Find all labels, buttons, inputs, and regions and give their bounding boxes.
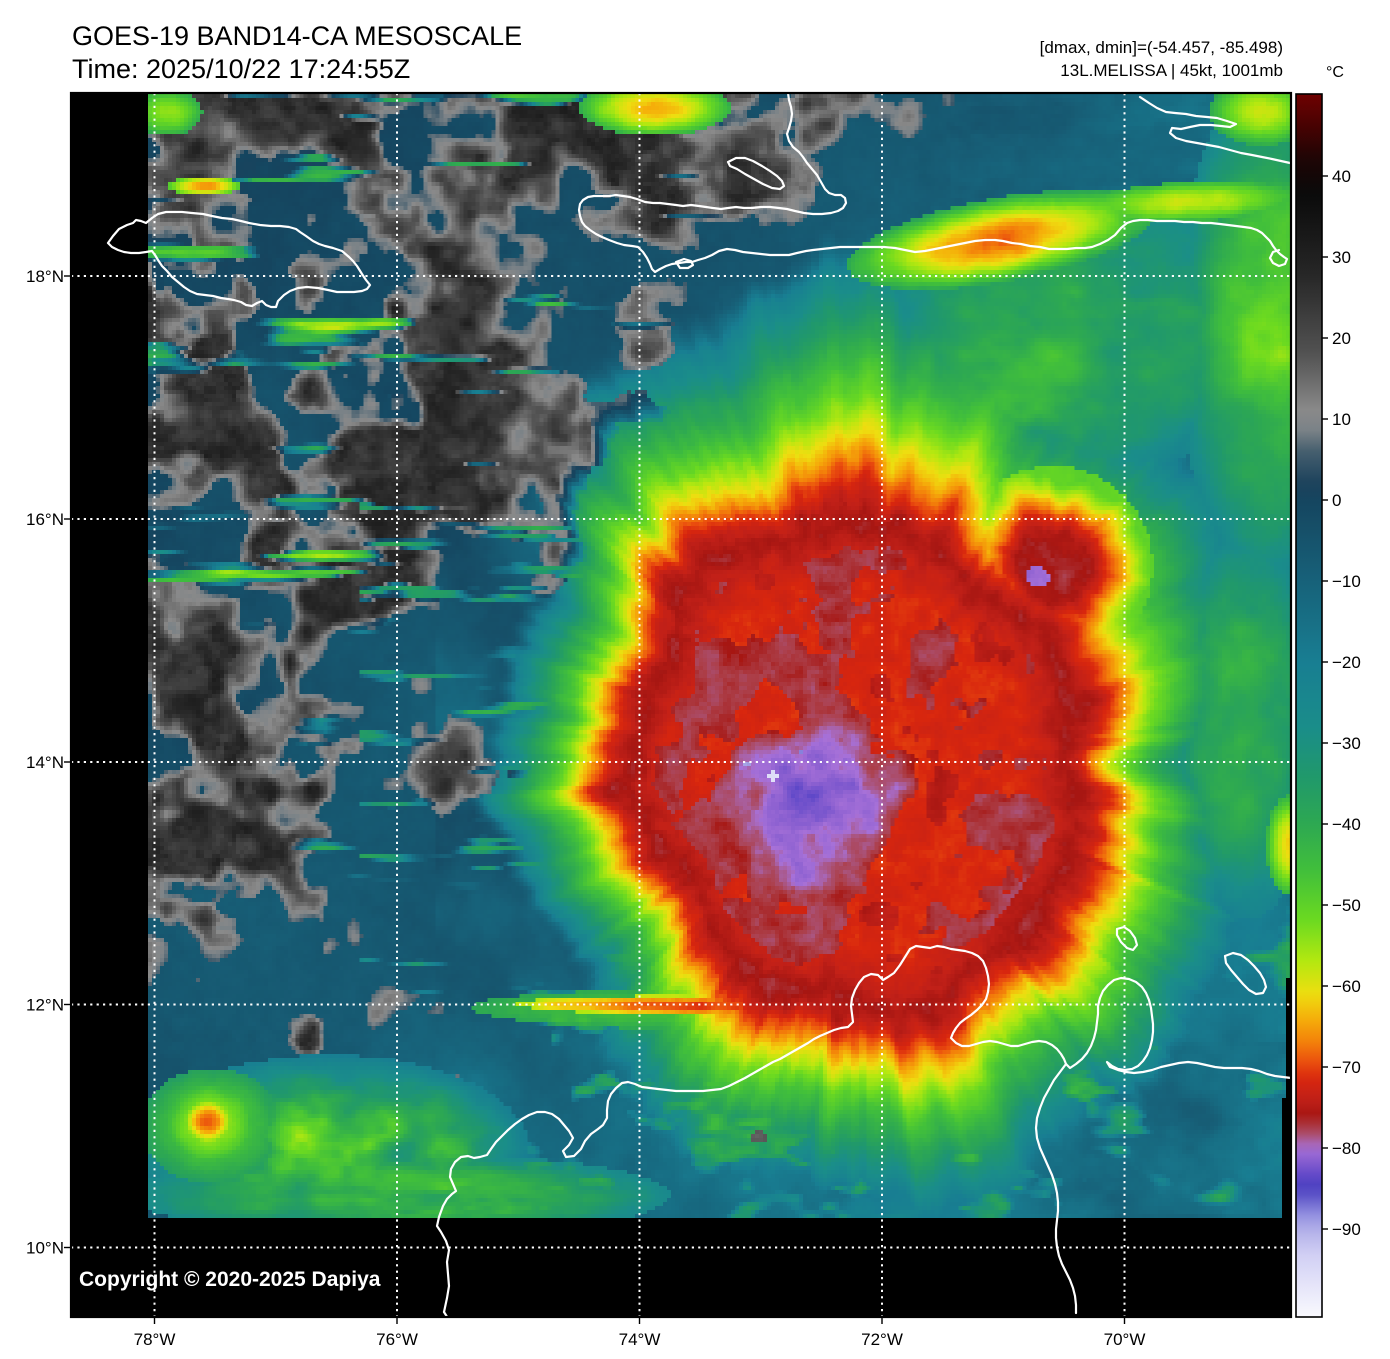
- svg-text:−70: −70: [1332, 1058, 1361, 1077]
- svg-text:−60: −60: [1332, 977, 1361, 996]
- svg-text:−10: −10: [1332, 572, 1361, 591]
- svg-text:14°N: 14°N: [26, 753, 64, 772]
- svg-text:12°N: 12°N: [26, 996, 64, 1015]
- svg-text:18°N: 18°N: [26, 267, 64, 286]
- svg-text:72°W: 72°W: [861, 1330, 903, 1349]
- svg-text:74°W: 74°W: [619, 1330, 661, 1349]
- svg-text:−90: −90: [1332, 1220, 1361, 1239]
- svg-text:40: 40: [1332, 167, 1351, 186]
- svg-text:−80: −80: [1332, 1139, 1361, 1158]
- svg-text:0: 0: [1332, 491, 1341, 510]
- svg-text:78°W: 78°W: [134, 1330, 176, 1349]
- svg-text:10: 10: [1332, 410, 1351, 429]
- svg-text:70°W: 70°W: [1104, 1330, 1146, 1349]
- svg-text:30: 30: [1332, 248, 1351, 267]
- svg-text:−40: −40: [1332, 815, 1361, 834]
- svg-text:16°N: 16°N: [26, 510, 64, 529]
- svg-text:76°W: 76°W: [376, 1330, 418, 1349]
- svg-text:20: 20: [1332, 329, 1351, 348]
- svg-text:−20: −20: [1332, 653, 1361, 672]
- svg-text:10°N: 10°N: [26, 1239, 64, 1258]
- svg-text:−30: −30: [1332, 734, 1361, 753]
- svg-text:−50: −50: [1332, 896, 1361, 915]
